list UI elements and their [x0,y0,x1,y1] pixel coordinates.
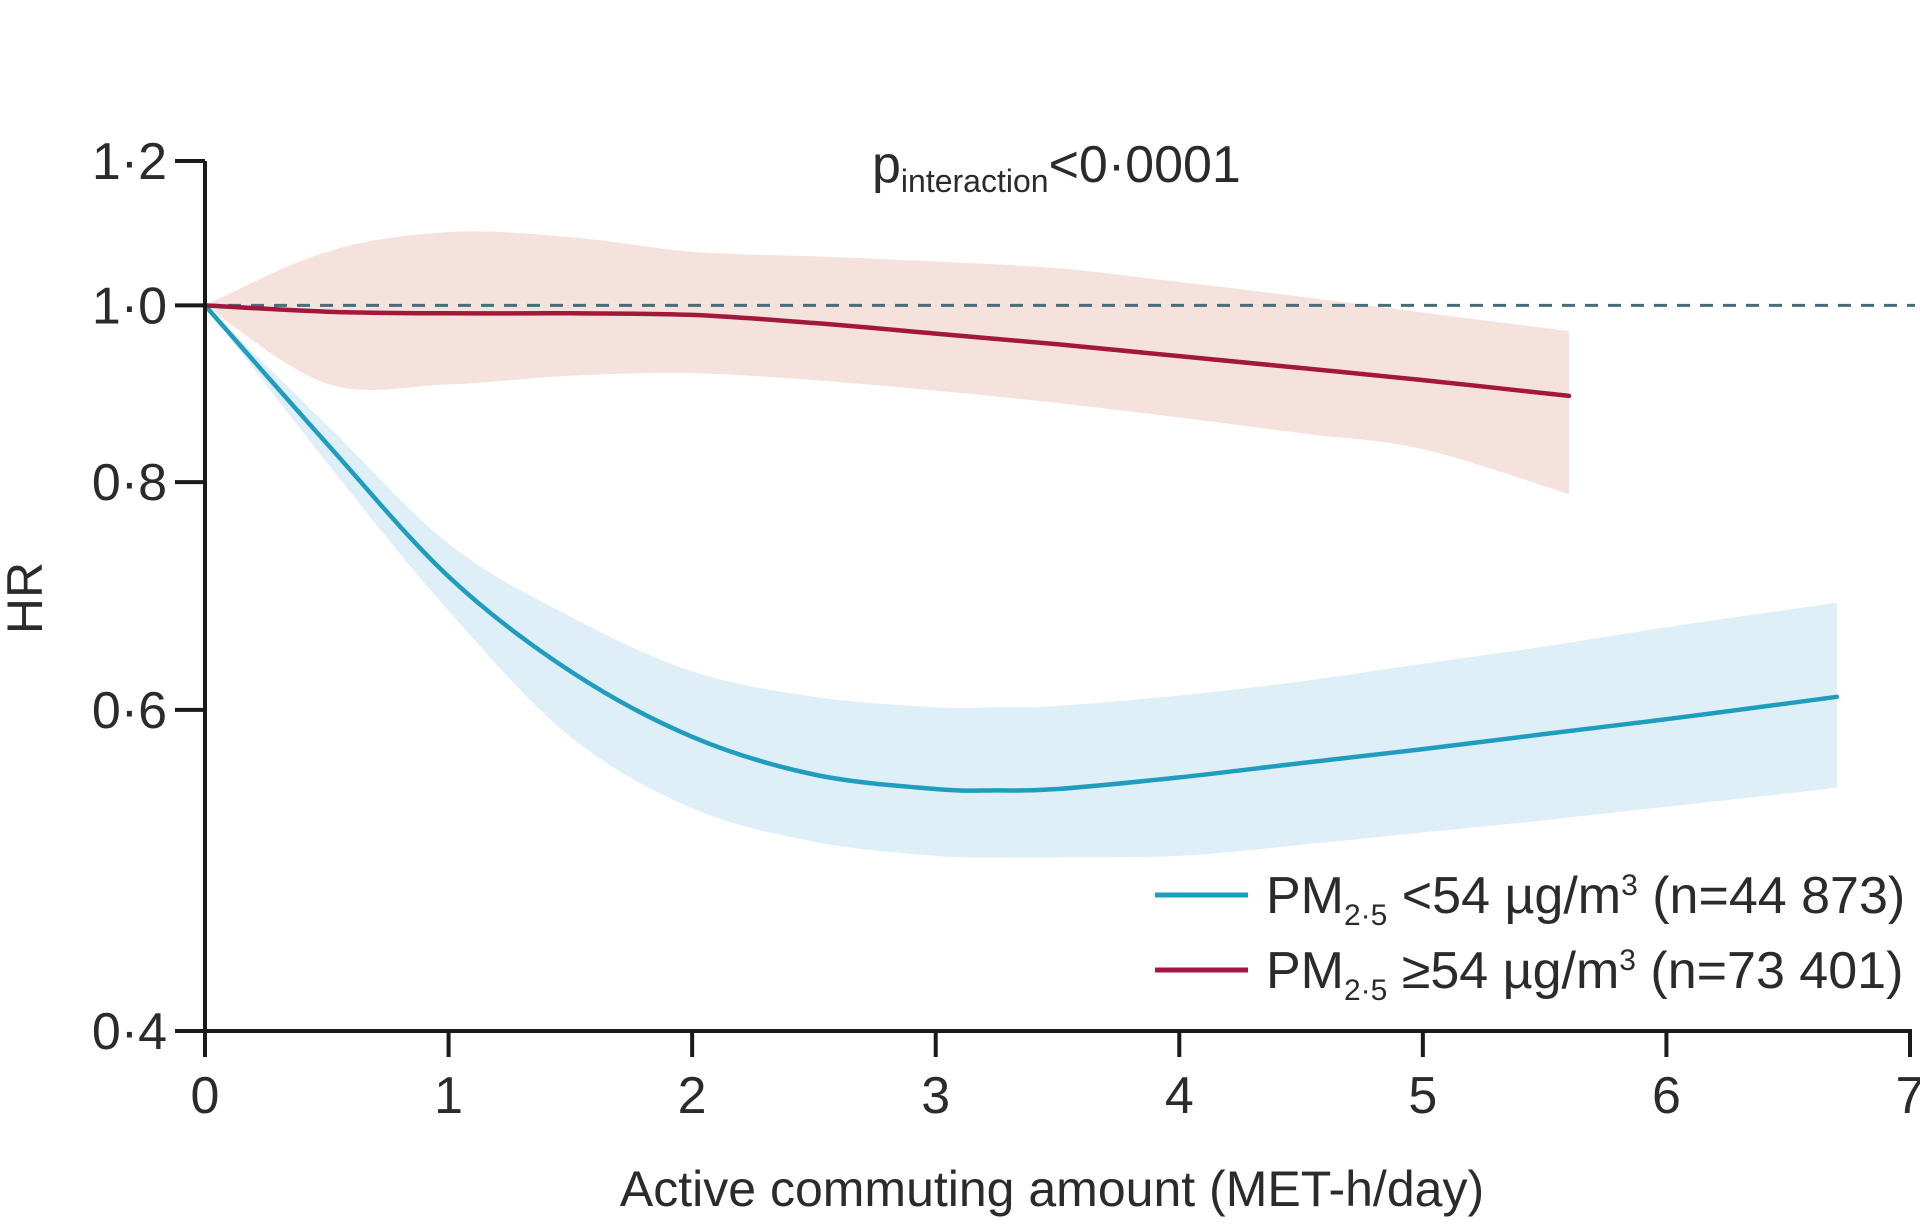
y-tick-label: 0·4 [92,1003,167,1061]
legend-label-low-pm-sub: 2·5 [1344,899,1387,932]
legend-label-high-pm: PM2·5 ≥54 µg/m3 (n=73 401) [1266,942,1903,1007]
y-axis-label: HR [0,562,53,634]
x-tick-label: 3 [921,1067,950,1125]
x-axis-label: Active commuting amount (MET-h/day) [620,1161,1484,1217]
x-tick-label: 7 [1896,1067,1920,1125]
legend-label-high-pm-sub: 2·5 [1344,974,1387,1007]
x-tick-label: 5 [1408,1067,1437,1125]
ci-band-low-pm [205,305,1837,858]
legend-label-high-pm-post: (n=73 401) [1636,942,1903,1000]
p-value: <0·0001 [1049,136,1241,194]
x-tick-label: 1 [434,1067,463,1125]
legend-label-high-pm-sup: 3 [1619,944,1636,977]
series-line-low-pm [202,303,1840,793]
x-ticks: 0 1 2 3 4 5 6 7 [191,1031,1920,1125]
series-lines [202,303,1840,793]
p-subscript: interaction [901,163,1049,199]
legend-label-low-pm-pre: PM [1266,867,1344,925]
legend: PM2·5 <54 µg/m3 (n=44 873) PM2·5 ≥54 µg/… [1155,867,1905,1007]
y-tick-label: 1·2 [92,133,167,191]
ci-band-high-pm [205,231,1569,495]
y-tick-label: 0·8 [92,454,167,512]
y-tick-label: 1·0 [92,277,167,335]
p-symbol: p [872,136,901,194]
legend-label-high-pm-pre: PM [1266,942,1344,1000]
x-tick-label: 4 [1165,1067,1194,1125]
x-tick-label: 0 [191,1067,220,1125]
confidence-bands [205,231,1837,858]
legend-label-high-pm-mid: ≥54 µg/m [1387,942,1619,1000]
x-tick-label: 2 [678,1067,707,1125]
p-interaction-annotation: pinteraction<0·0001 [872,136,1241,199]
series-line-high-pm [202,303,1572,399]
legend-label-low-pm-mid: <54 µg/m [1387,867,1621,925]
legend-label-low-pm: PM2·5 <54 µg/m3 (n=44 873) [1266,867,1905,932]
x-tick-label: 6 [1652,1067,1681,1125]
y-ticks: 0·4 0·6 0·8 1·0 1·2 [92,133,205,1061]
y-tick-label: 0·6 [92,682,167,740]
legend-label-low-pm-sup: 3 [1621,869,1638,902]
legend-label-low-pm-post: (n=44 873) [1638,867,1905,925]
